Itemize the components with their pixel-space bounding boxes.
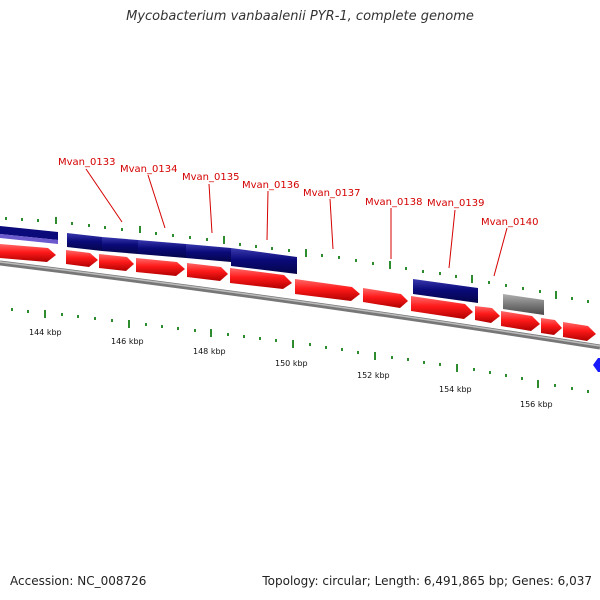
map-title: Mycobacterium vanbaalenii PYR-1, complet… <box>126 9 474 24</box>
feature-marker[interactable] <box>593 358 600 372</box>
forward-gene-12[interactable] <box>563 322 596 341</box>
genome-backbone <box>0 260 600 350</box>
reverse-gene-partial-light <box>0 234 58 244</box>
gene-labels: Mvan_0133 Mvan_0134 Mvan_0135 Mvan_0136 … <box>58 157 538 228</box>
lower-tick-row <box>11 308 589 393</box>
kbp-label-150: 150 kbp <box>275 359 308 368</box>
gene-label-mvan-0133[interactable]: Mvan_0133 <box>58 157 115 168</box>
reverse-gene-4[interactable] <box>186 244 231 262</box>
kbp-label-148: 148 kbp <box>193 347 226 356</box>
kbp-label-152: 152 kbp <box>357 371 390 380</box>
reverse-gene-1[interactable] <box>67 233 102 251</box>
kbp-label-146: 146 kbp <box>111 337 144 346</box>
gene-label-mvan-0139[interactable]: Mvan_0139 <box>427 198 484 209</box>
forward-gene-4[interactable] <box>187 263 228 281</box>
gene-label-leaders <box>85 168 508 277</box>
forward-gene-3[interactable] <box>136 258 185 276</box>
forward-gene-8[interactable] <box>411 296 473 319</box>
upper-tick-row <box>5 217 589 303</box>
forward-gene-9[interactable] <box>475 306 500 323</box>
accession-text: Accession: NC_008726 <box>10 574 147 588</box>
forward-strand-genes <box>0 244 596 341</box>
kbp-label-144: 144 kbp <box>29 328 62 337</box>
kbp-label-154: 154 kbp <box>439 385 472 394</box>
forward-gene-10[interactable] <box>501 311 540 331</box>
forward-gene-2[interactable] <box>99 254 134 271</box>
forward-gene-7[interactable] <box>363 288 408 308</box>
kbp-labels: 144 kbp 146 kbp 148 kbp 150 kbp 152 kbp … <box>29 328 553 409</box>
forward-gene-6[interactable] <box>295 279 360 301</box>
reverse-strand-genes <box>0 226 544 315</box>
other-feature-grey[interactable] <box>503 294 544 315</box>
genome-summary-text: Topology: circular; Length: 6,491,865 bp… <box>262 574 592 588</box>
forward-gene-1[interactable] <box>66 250 98 267</box>
gene-label-mvan-0134[interactable]: Mvan_0134 <box>120 164 177 175</box>
forward-gene-11[interactable] <box>541 318 562 335</box>
gene-label-mvan-0137[interactable]: Mvan_0137 <box>303 188 360 199</box>
reverse-gene-5[interactable] <box>231 248 297 274</box>
kbp-label-156: 156 kbp <box>520 400 553 409</box>
forward-gene-partial[interactable] <box>0 244 56 262</box>
reverse-gene-6[interactable] <box>413 279 478 303</box>
gene-label-mvan-0135[interactable]: Mvan_0135 <box>182 172 239 183</box>
reverse-gene-2[interactable] <box>102 237 138 254</box>
reverse-gene-partial[interactable] <box>0 226 58 240</box>
gene-label-mvan-0140[interactable]: Mvan_0140 <box>481 217 538 228</box>
forward-gene-5[interactable] <box>230 268 292 289</box>
gene-label-mvan-0138[interactable]: Mvan_0138 <box>365 197 422 208</box>
gene-label-mvan-0136[interactable]: Mvan_0136 <box>242 180 299 191</box>
reverse-gene-3[interactable] <box>138 240 186 258</box>
genome-backbone-highlight <box>0 261 600 347</box>
